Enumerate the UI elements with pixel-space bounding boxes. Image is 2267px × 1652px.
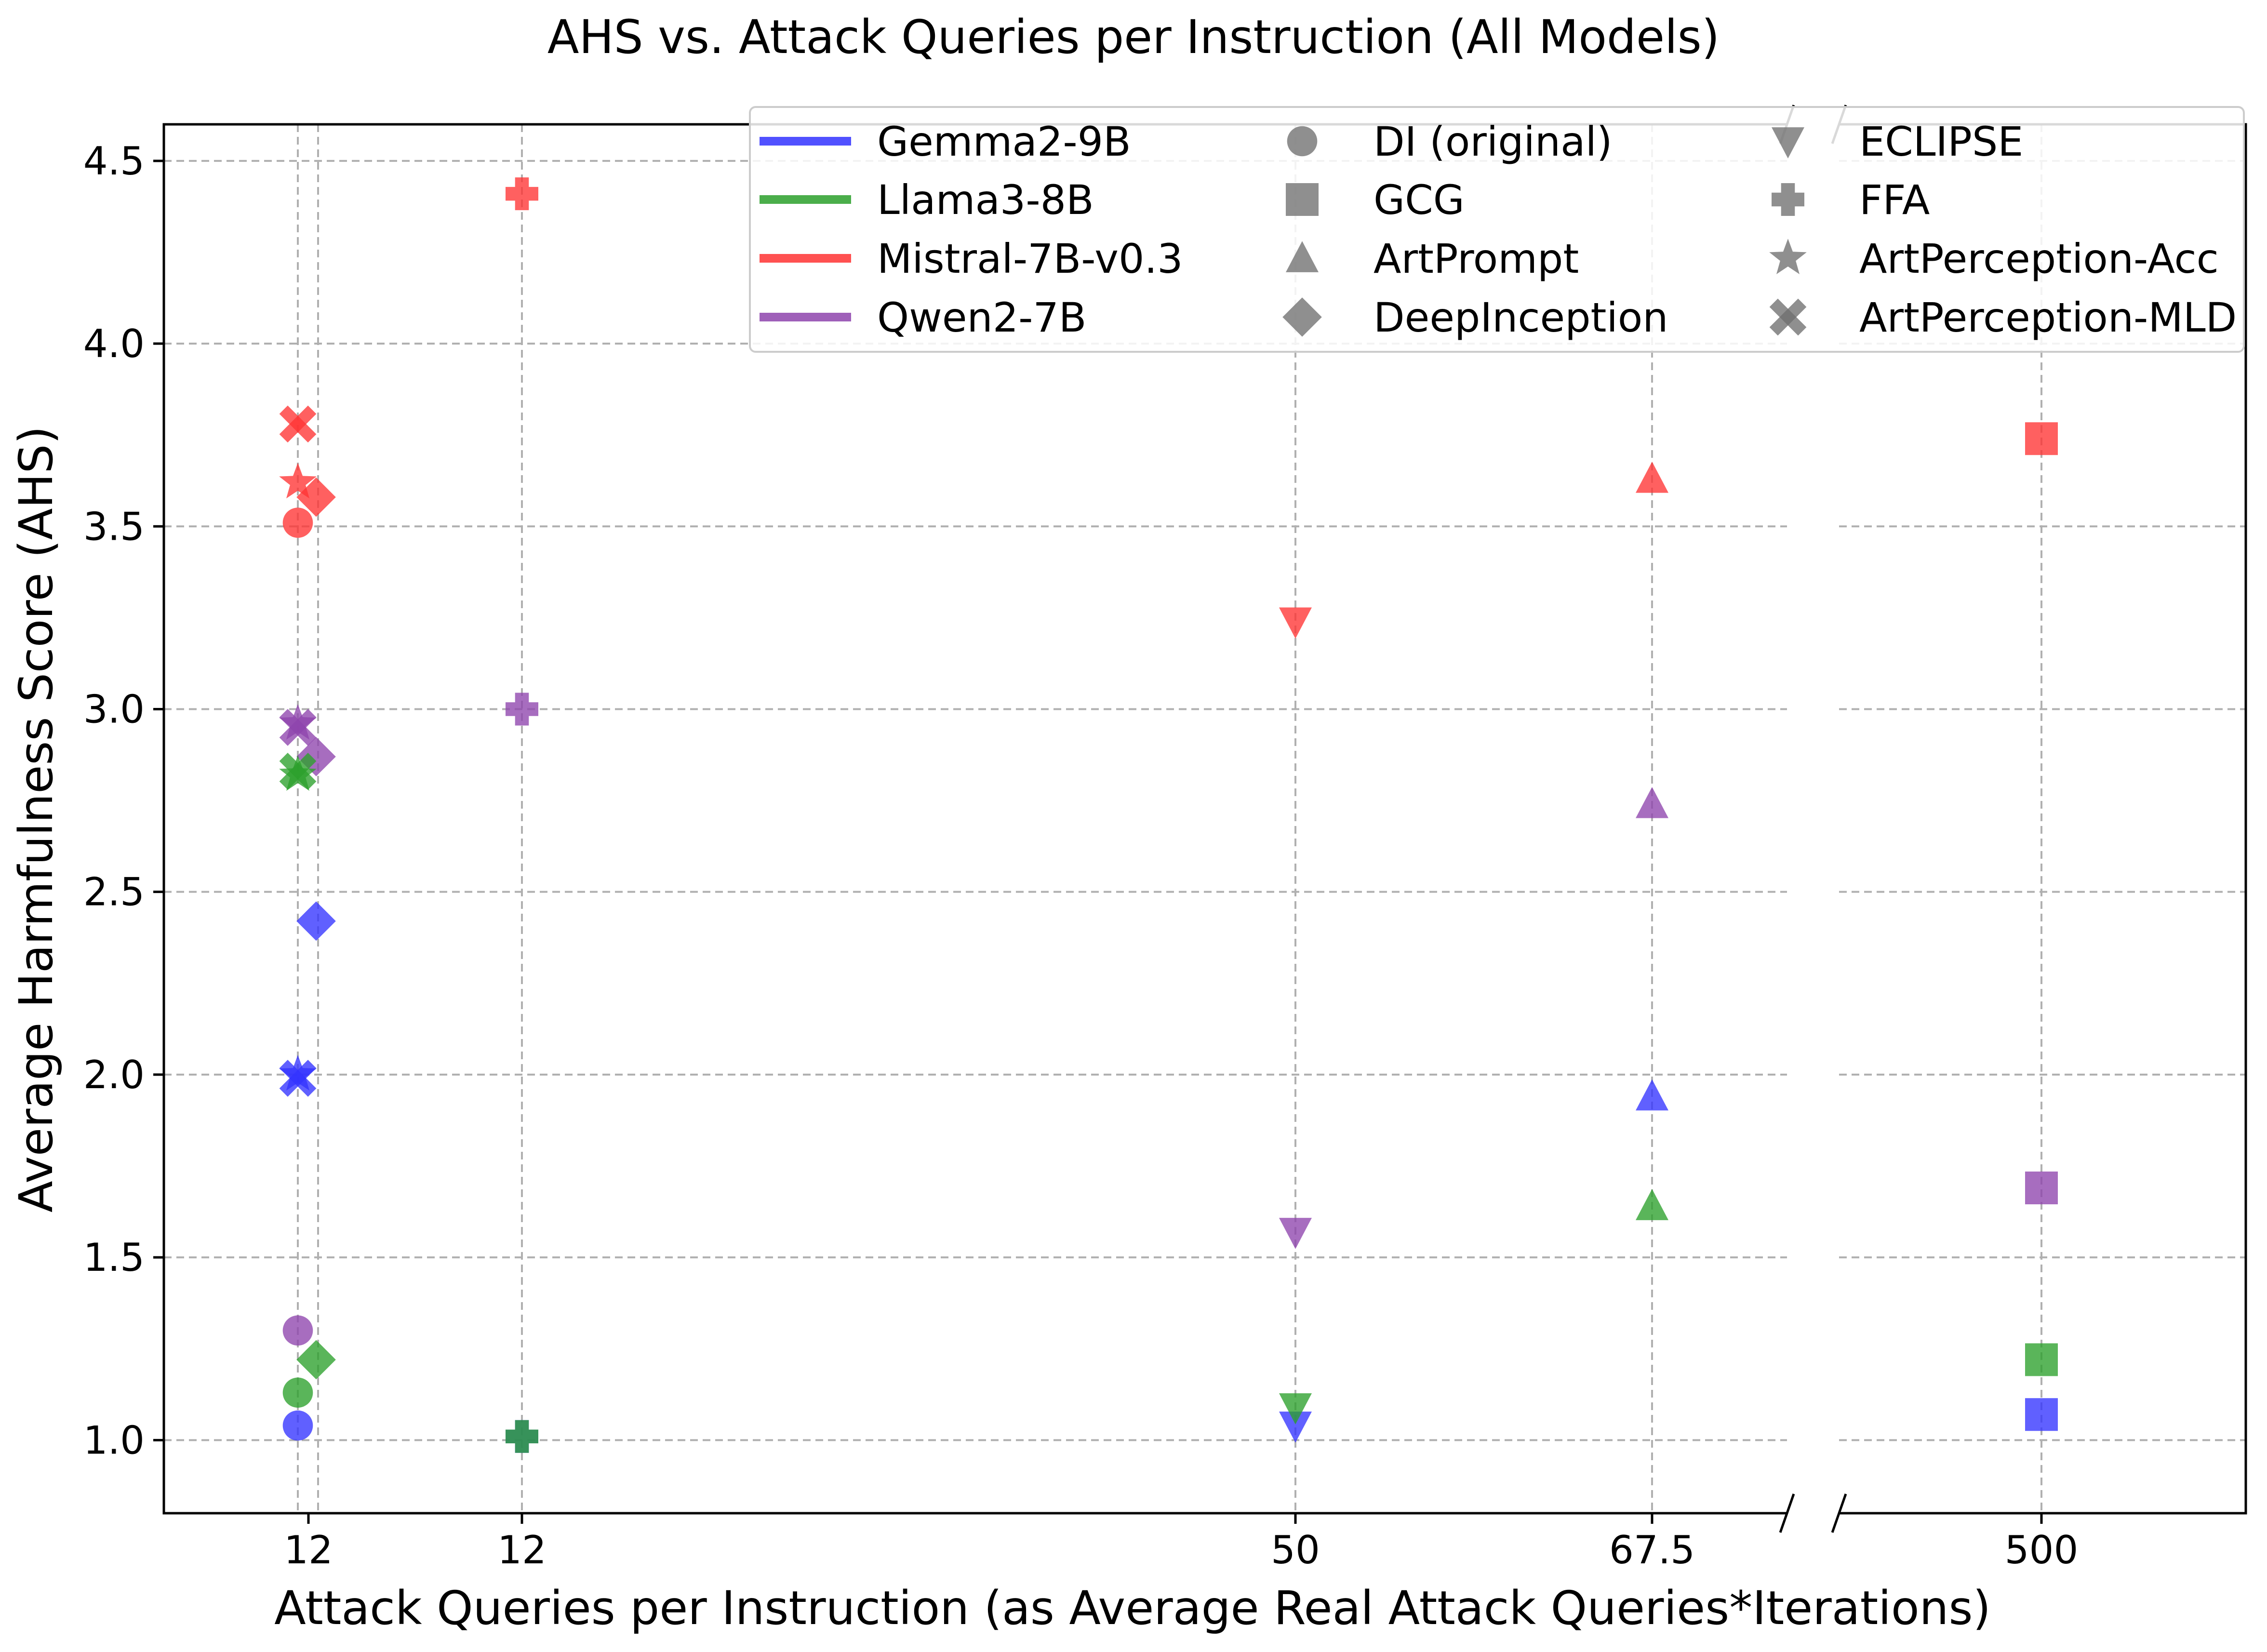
y-axis-label: Average Harmfulness Score (AHS) xyxy=(9,426,63,1212)
point-llama3-8b-artperception-mld xyxy=(279,753,317,790)
y-tick-label: 2.5 xyxy=(83,870,145,915)
legend-label: ArtPerception-Acc xyxy=(1859,235,2219,282)
legend-label: ArtPerception-MLD xyxy=(1859,294,2237,341)
point-qwen2-7b-ffa xyxy=(506,693,538,726)
point-llama3-8b-deepinception xyxy=(296,1340,336,1380)
y-tick-label: 4.5 xyxy=(83,139,145,184)
legend-label: Mistral-7B-v0.3 xyxy=(877,235,1183,282)
legend-label: GCG xyxy=(1374,176,1465,224)
point-llama3-8b-eclipse xyxy=(1279,1393,1312,1425)
legend-marker-triangle-up xyxy=(1286,241,1319,272)
legend-label: Llama3-8B xyxy=(877,176,1094,224)
legend-marker-circle xyxy=(1287,126,1318,157)
point-qwen2-7b-eclipse xyxy=(1279,1218,1312,1249)
point-mistral-7b-v0-3-artprompt xyxy=(1636,461,1668,493)
x-tick-label: 67.5 xyxy=(1609,1528,1695,1572)
axis-break-mark xyxy=(1831,1493,1847,1533)
axis-ticks: 1.0 1.5 2.0 2.5 3.0 3.5 4.0 4.5 12 12 50 67.5 500 xyxy=(83,139,2079,1572)
point-gemma2-9b-deepinception xyxy=(296,901,336,941)
y-tick-label: 3.0 xyxy=(83,687,145,732)
legend-item-artprompt: ArtPrompt xyxy=(1286,235,1579,282)
legend-item-artperception-mld: ArtPerception-MLD xyxy=(1769,294,2237,341)
axis-break-mark xyxy=(1779,1493,1795,1533)
x-tick-label: 50 xyxy=(1271,1528,1320,1572)
point-llama3-8b-ffa xyxy=(506,1420,538,1453)
point-qwen2-7b-di-original xyxy=(282,1315,313,1346)
legend-label: DeepInception xyxy=(1374,294,1668,341)
legend-item-gemma2-9b: Gemma2-9B xyxy=(760,118,1131,165)
point-gemma2-9b-gcg xyxy=(2025,1398,2058,1431)
legend-label: Gemma2-9B xyxy=(877,118,1131,165)
point-qwen2-7b-gcg xyxy=(2025,1172,2058,1205)
point-llama3-8b-di-original xyxy=(282,1377,313,1408)
point-mistral-7b-v0-3-di-original xyxy=(282,507,313,538)
point-qwen2-7b-artperception-mld xyxy=(279,709,317,746)
x-tick-label: 500 xyxy=(2005,1528,2079,1572)
data-points xyxy=(279,177,2058,1453)
legend-box xyxy=(749,106,2245,353)
point-llama3-8b-gcg xyxy=(2025,1343,2058,1376)
legend-item-di-original: DI (original) xyxy=(1287,118,1613,165)
point-mistral-7b-v0-3-deepinception xyxy=(296,477,336,517)
point-mistral-7b-v0-3-gcg xyxy=(2025,422,2058,455)
legend-marker-star xyxy=(1769,239,1807,275)
x-axis-label: Attack Queries per Instruction (as Avera… xyxy=(274,1581,1991,1635)
legend-marker-diamond xyxy=(1282,297,1322,337)
grid-lines xyxy=(164,124,2246,1513)
legend-label: Qwen2-7B xyxy=(877,294,1087,341)
point-mistral-7b-v0-3-eclipse xyxy=(1279,607,1312,639)
y-tick-label: 3.5 xyxy=(83,504,145,549)
legend-item-llama3-8b: Llama3-8B xyxy=(760,176,1094,224)
legend-label: DI (original) xyxy=(1374,118,1613,165)
legend-item-gcg: GCG xyxy=(1286,176,1465,224)
chart-title: AHS vs. Attack Queries per Instruction (… xyxy=(547,10,1720,64)
legend-item-eclipse: ECLIPSE xyxy=(1772,118,2023,165)
legend-marker-square xyxy=(1286,183,1319,216)
y-tick-label: 2.0 xyxy=(83,1052,145,1097)
point-llama3-8b-artprompt xyxy=(1636,1189,1668,1220)
legend-item-ffa: FFA xyxy=(1772,176,1930,224)
legend-label: ECLIPSE xyxy=(1859,118,2023,165)
x-tick-label: 12 xyxy=(497,1528,547,1572)
point-gemma2-9b-artprompt xyxy=(1636,1079,1668,1111)
point-mistral-7b-v0-3-ffa xyxy=(506,177,538,211)
legend-item-mistral-7b-v0-3: Mistral-7B-v0.3 xyxy=(760,235,1183,282)
legend-item-deepinception: DeepInception xyxy=(1282,294,1668,341)
point-gemma2-9b-di-original xyxy=(282,1410,313,1441)
y-tick-label: 1.5 xyxy=(83,1235,145,1280)
point-gemma2-9b-eclipse xyxy=(1279,1412,1312,1443)
legend-item-artperception-acc: ArtPerception-Acc xyxy=(1769,235,2219,282)
y-tick-label: 4.0 xyxy=(83,321,145,366)
point-qwen2-7b-artprompt xyxy=(1636,786,1668,818)
point-gemma2-9b-artperception-mld xyxy=(279,1060,317,1097)
point-mistral-7b-v0-3-artperception-acc xyxy=(279,463,317,499)
legend-marker-triangle-down xyxy=(1772,127,1804,159)
legend-marker-plus xyxy=(1772,183,1804,216)
legend-label: ArtPrompt xyxy=(1374,235,1579,282)
y-tick-label: 1.0 xyxy=(83,1418,145,1463)
legend-marker-x xyxy=(1769,298,1807,336)
point-mistral-7b-v0-3-artperception-mld xyxy=(279,405,317,443)
legend-item-qwen2-7b: Qwen2-7B xyxy=(760,294,1087,341)
legend-label: FFA xyxy=(1859,176,1930,224)
legend: Gemma2-9B Llama3-8B Mistral-7B-v0.3 Qwen2-7… xyxy=(749,106,2245,353)
x-tick-label: 12 xyxy=(284,1528,333,1572)
